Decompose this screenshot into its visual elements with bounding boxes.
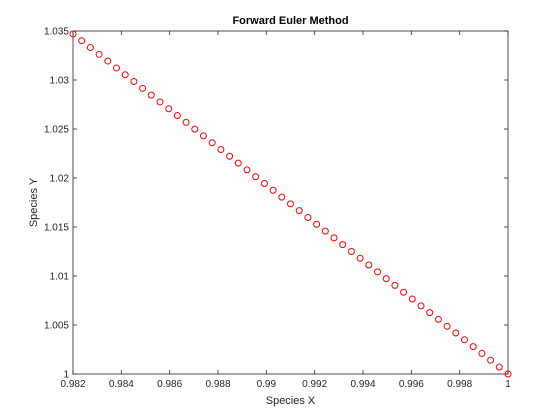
data-point [478, 349, 486, 357]
data-point [321, 227, 329, 235]
data-point [374, 268, 381, 276]
y-tick-label: 1.035 [44, 27, 69, 38]
data-point [426, 309, 434, 317]
data-point [191, 125, 199, 133]
data-point [504, 370, 512, 378]
data-point [121, 71, 129, 79]
data-point [252, 173, 260, 181]
data-point [339, 241, 347, 249]
data-point [487, 356, 495, 364]
data-point [356, 254, 364, 262]
data-point [260, 179, 268, 187]
data-point [182, 118, 190, 126]
data-point [173, 111, 181, 119]
y-tick-label: 1.01 [50, 272, 70, 283]
data-point [104, 57, 112, 65]
x-tick-label: 0.99 [257, 379, 277, 390]
data-point [434, 315, 442, 323]
y-tick-label: 1.02 [50, 174, 70, 185]
data-point [469, 343, 477, 351]
data-point [243, 166, 251, 174]
data-point [130, 77, 138, 85]
y-tick-label: 1.015 [44, 223, 69, 234]
data-point [495, 363, 503, 371]
data-point [347, 248, 355, 255]
y-axis-label: Species Y [28, 177, 40, 227]
data-point [330, 234, 338, 242]
data-point [461, 336, 468, 344]
y-tick-label: 1 [63, 370, 69, 381]
x-tick-label: 0.982 [60, 379, 85, 390]
x-tick-label: 0.986 [157, 379, 182, 390]
data-point [113, 64, 120, 72]
data-point [417, 302, 425, 310]
data-points [69, 30, 512, 378]
data-point [443, 322, 451, 330]
x-tick-label: 0.994 [350, 379, 375, 390]
y-tick-label: 1.03 [50, 76, 70, 87]
data-point [313, 220, 321, 228]
data-point [304, 213, 312, 221]
data-point [200, 132, 207, 140]
x-axis: 0.982 0.984 0.986 0.988 0.99 0.992 0.994 0.996 0… [60, 31, 511, 390]
data-point [95, 50, 103, 58]
data-point [382, 275, 390, 283]
data-point [208, 139, 216, 147]
data-point [78, 37, 86, 45]
y-tick-label: 1.025 [44, 125, 69, 136]
x-axis-label: Species X [266, 395, 316, 407]
x-tick-label: 0.988 [205, 379, 230, 390]
data-point [452, 329, 460, 337]
data-point [217, 145, 225, 153]
x-tick-label: 0.996 [399, 379, 424, 390]
x-tick-label: 0.992 [302, 379, 327, 390]
data-point [139, 84, 147, 92]
data-point [147, 91, 155, 99]
x-tick-label: 0.998 [447, 379, 472, 390]
data-point [287, 200, 294, 208]
data-point [269, 186, 277, 194]
data-point [365, 261, 373, 269]
data-point [156, 98, 164, 106]
y-axis: 1 1.005 1.01 1.015 1.02 1.025 1.03 1.035 [44, 27, 508, 381]
chart-title: Forward Euler Method [232, 15, 348, 27]
data-point [391, 281, 399, 289]
data-point [69, 30, 77, 38]
y-tick-label: 1.005 [44, 321, 69, 332]
data-point [234, 159, 242, 167]
x-tick-label: 1 [505, 379, 511, 390]
data-point [86, 44, 94, 52]
data-point [165, 105, 173, 113]
data-point [278, 193, 286, 201]
data-point [295, 207, 303, 215]
data-point [226, 152, 234, 160]
plot-area [72, 30, 509, 375]
x-tick-label: 0.984 [109, 379, 134, 390]
data-point [408, 295, 416, 303]
data-point [400, 288, 408, 296]
